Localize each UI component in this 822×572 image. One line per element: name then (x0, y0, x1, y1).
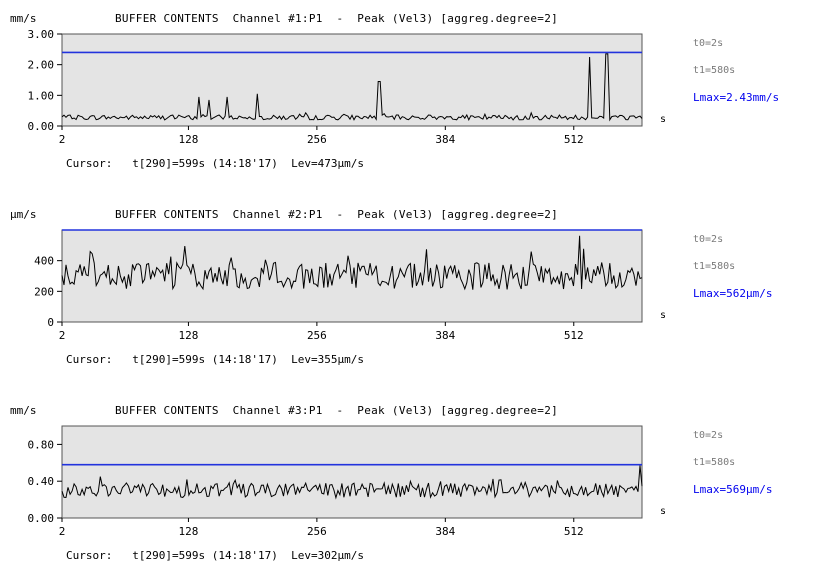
cursor-readout: Cursor: t[290]=599s (14:18'17) Lev=302µm… (66, 549, 365, 562)
chart-title: BUFFER CONTENTS Channel #3:P1 - Peak (Ve… (115, 404, 559, 417)
data-trace (61, 235, 643, 291)
chart-canvas: 400 200 02 128 256 384 512 s (34, 229, 666, 342)
cursor-readout: Cursor: t[290]=599s (14:18'17) Lev=355µm… (66, 353, 365, 366)
x-tick-label: 384 (435, 525, 455, 538)
y-tick-label: 400 (34, 255, 54, 268)
t1-label: t1=580s (693, 457, 736, 468)
t0-label: t0=2s (693, 38, 724, 49)
x-unit-label: s (660, 506, 666, 517)
t0-label: t0=2s (693, 234, 724, 245)
x-tick-label: 128 (178, 133, 198, 146)
x-unit-label: s (660, 114, 666, 125)
x-tick-label: 256 (307, 329, 327, 342)
x-unit-label: s (660, 310, 666, 321)
chart-title: BUFFER CONTENTS Channel #2:P1 - Peak (Ve… (115, 208, 559, 221)
t1-label: t1=580s (693, 261, 736, 272)
y-tick-label: 0.80 (28, 438, 55, 451)
y-unit-label: µm/s (10, 208, 37, 221)
chart-panel-3: mm/s BUFFER CONTENTS Channel #3:P1 - Pea… (0, 392, 822, 572)
y-tick-label: 0.40 (28, 475, 55, 488)
y-tick-label: 0 (47, 316, 54, 329)
chart-canvas: 0.80 0.40 0.00 2 128 256 384 512 s (28, 425, 666, 538)
y-tick-label: 0.00 (28, 120, 55, 133)
chart-panel-2: µm/s BUFFER CONTENTS Channel #2:P1 - Pea… (0, 196, 822, 376)
y-tick-label: 200 (34, 285, 54, 298)
lmax-label: Lmax=569µm/s (693, 483, 773, 496)
plot-area (61, 425, 643, 519)
x-tick-label: 256 (307, 525, 327, 538)
x-tick-label: 384 (435, 329, 455, 342)
y-unit-label: mm/s (10, 404, 37, 417)
cursor-readout: Cursor: t[290]=599s (14:18'17) Lev=473µm… (66, 157, 365, 170)
lmax-label: Lmax=2.43mm/s (693, 91, 780, 104)
x-tick-label: 2 (59, 329, 66, 342)
t0-label: t0=2s (693, 430, 724, 441)
plot-area (61, 229, 643, 323)
plot-area (61, 33, 643, 127)
y-tick-label: 1.00 (28, 89, 55, 102)
chart-title: BUFFER CONTENTS Channel #1:P1 - Peak (Ve… (115, 12, 559, 25)
x-tick-label: 512 (564, 133, 584, 146)
x-tick-label: 128 (178, 525, 198, 538)
lmax-label: Lmax=562µm/s (693, 287, 773, 300)
x-tick-label: 128 (178, 329, 198, 342)
data-trace (61, 465, 643, 500)
y-tick-label: 2.00 (28, 59, 55, 72)
data-trace (61, 53, 643, 122)
y-tick-label: 3.00 (28, 28, 55, 41)
y-tick-label: 0.00 (28, 512, 55, 525)
x-tick-label: 512 (564, 329, 584, 342)
x-tick-label: 512 (564, 525, 584, 538)
y-unit-label: mm/s (10, 12, 37, 25)
x-tick-label: 2 (59, 525, 66, 538)
x-tick-label: 256 (307, 133, 327, 146)
t1-label: t1=580s (693, 65, 736, 76)
chart-canvas: 3.00 2.00 1.00 0.00 2 128 256 384 512 s (28, 28, 667, 146)
x-tick-label: 2 (59, 133, 66, 146)
chart-panel-1: mm/s BUFFER CONTENTS Channel #1:P1 - Pea… (0, 0, 822, 180)
x-tick-label: 384 (435, 133, 455, 146)
